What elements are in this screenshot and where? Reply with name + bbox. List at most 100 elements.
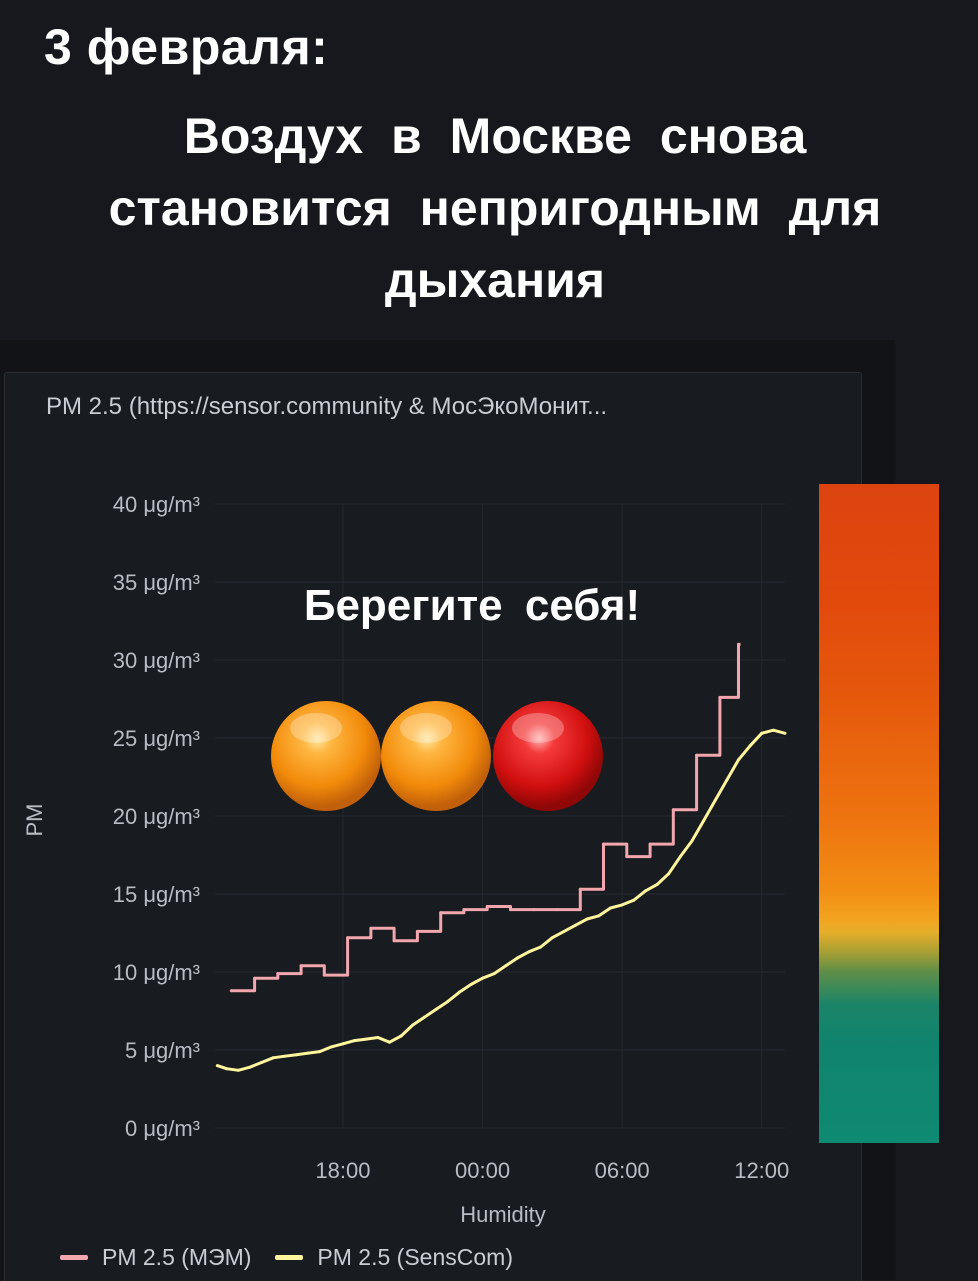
data-point [253,976,257,980]
data-point [671,808,675,812]
x-tick-label: 18:00 [315,1158,370,1183]
orange-light-icon [271,701,381,811]
data-point [411,1023,415,1027]
data-point [485,905,489,908]
data-point [225,1067,229,1071]
data-point [318,1050,322,1054]
y-tick-label: 10 μg/m³ [113,960,200,985]
data-point [492,972,496,976]
data-point [276,972,280,976]
data-point [783,731,787,735]
data-point [597,914,601,918]
data-point [260,1061,263,1064]
data-point [446,1000,450,1004]
y-tick-label: 5 μg/m³ [125,1038,200,1063]
data-point [718,695,722,699]
series-line-senscom[interactable] [216,728,786,1072]
data-point [439,911,443,915]
data-point [702,819,706,823]
series-layer [215,642,787,1072]
data-point [532,908,536,912]
legend-swatch-senscom [275,1254,304,1260]
data-point [415,929,419,933]
legend-swatch-mem [60,1254,88,1260]
data-point [248,1065,252,1069]
headline-date: 3 февраля: [44,19,329,75]
y-tick-label: 0 μg/m³ [125,1116,200,1141]
x-tick-label: 06:00 [595,1158,650,1183]
warning-text: Берегите себя! [304,581,640,630]
y-tick-label: 30 μg/m³ [113,648,200,673]
data-point [648,842,652,846]
data-point [504,964,508,968]
y-axis-ticks: 0 μg/m³ 5 μg/m³ 10 μg/m³ 15 μg/m³ 20 μg/m³ 25… [113,492,200,1141]
data-point [578,887,582,891]
data-point [392,939,396,943]
data-point [737,642,740,646]
data-point [643,889,647,893]
data-point [667,872,671,876]
data-point [462,908,466,912]
data-point [388,1040,391,1044]
legend-item-senscom[interactable]: PM 2.5 (SensCom) [275,1244,513,1271]
data-point [469,983,473,986]
orange-light-icon [381,701,491,811]
data-point [322,973,326,977]
data-point [509,908,512,912]
data-point [299,964,303,968]
data-point [457,990,461,994]
chart-legend: PM 2.5 (МЭМ) PM 2.5 (SensCom) [60,1240,537,1274]
data-point [678,855,682,859]
legend-label-senscom: PM 2.5 (SensCom) [317,1243,513,1270]
chart-panel [4,372,862,1281]
data-point [725,778,729,782]
data-point [422,1015,426,1019]
data-point [602,842,605,846]
data-point [306,1051,310,1055]
data-point [271,1056,275,1060]
data-point [760,731,764,735]
data-point [353,1039,357,1043]
data-point [562,929,566,933]
y-tick-label: 15 μg/m³ [113,882,200,907]
headline-title: Воздух в Москве снова становится неприго… [108,108,882,308]
data-point [695,753,699,757]
y-axis-label: PM [22,804,47,837]
x-tick-label: 00:00 [455,1158,510,1183]
series-line-mem[interactable] [231,642,741,993]
data-point [713,798,717,802]
legend-item-mem[interactable]: PM 2.5 (МЭМ) [60,1244,251,1271]
data-point [609,906,612,910]
data-point [364,1037,368,1041]
air-quality-scale-bar [819,484,939,1143]
y-tick-label: 25 μg/m³ [113,726,200,751]
x-axis-label: Humidity [460,1202,546,1227]
legend-label-mem: PM 2.5 (МЭМ) [102,1243,252,1270]
data-point [294,1053,298,1057]
data-point [229,989,233,993]
data-point [625,855,629,859]
data-point [399,1034,403,1038]
data-point [369,926,373,930]
x-tick-label: 12:00 [734,1158,789,1183]
headline: 3 февраля: Воздух в Москве снова станови… [0,0,978,340]
data-point [574,923,578,927]
data-point [434,1007,438,1011]
data-point [539,945,543,949]
y-tick-label: 20 μg/m³ [113,804,200,829]
data-point [515,956,519,960]
data-point [690,839,694,843]
data-point [737,758,740,762]
data-point [481,976,485,980]
data-point [771,728,775,732]
data-point [555,908,559,912]
data-point [620,903,624,907]
y-tick-label: 35 μg/m³ [113,570,200,595]
data-point [346,936,350,940]
data-point [655,883,659,887]
data-point [585,917,589,921]
data-point [329,1045,333,1049]
traffic-lights [271,701,603,811]
red-light-icon [493,701,603,811]
